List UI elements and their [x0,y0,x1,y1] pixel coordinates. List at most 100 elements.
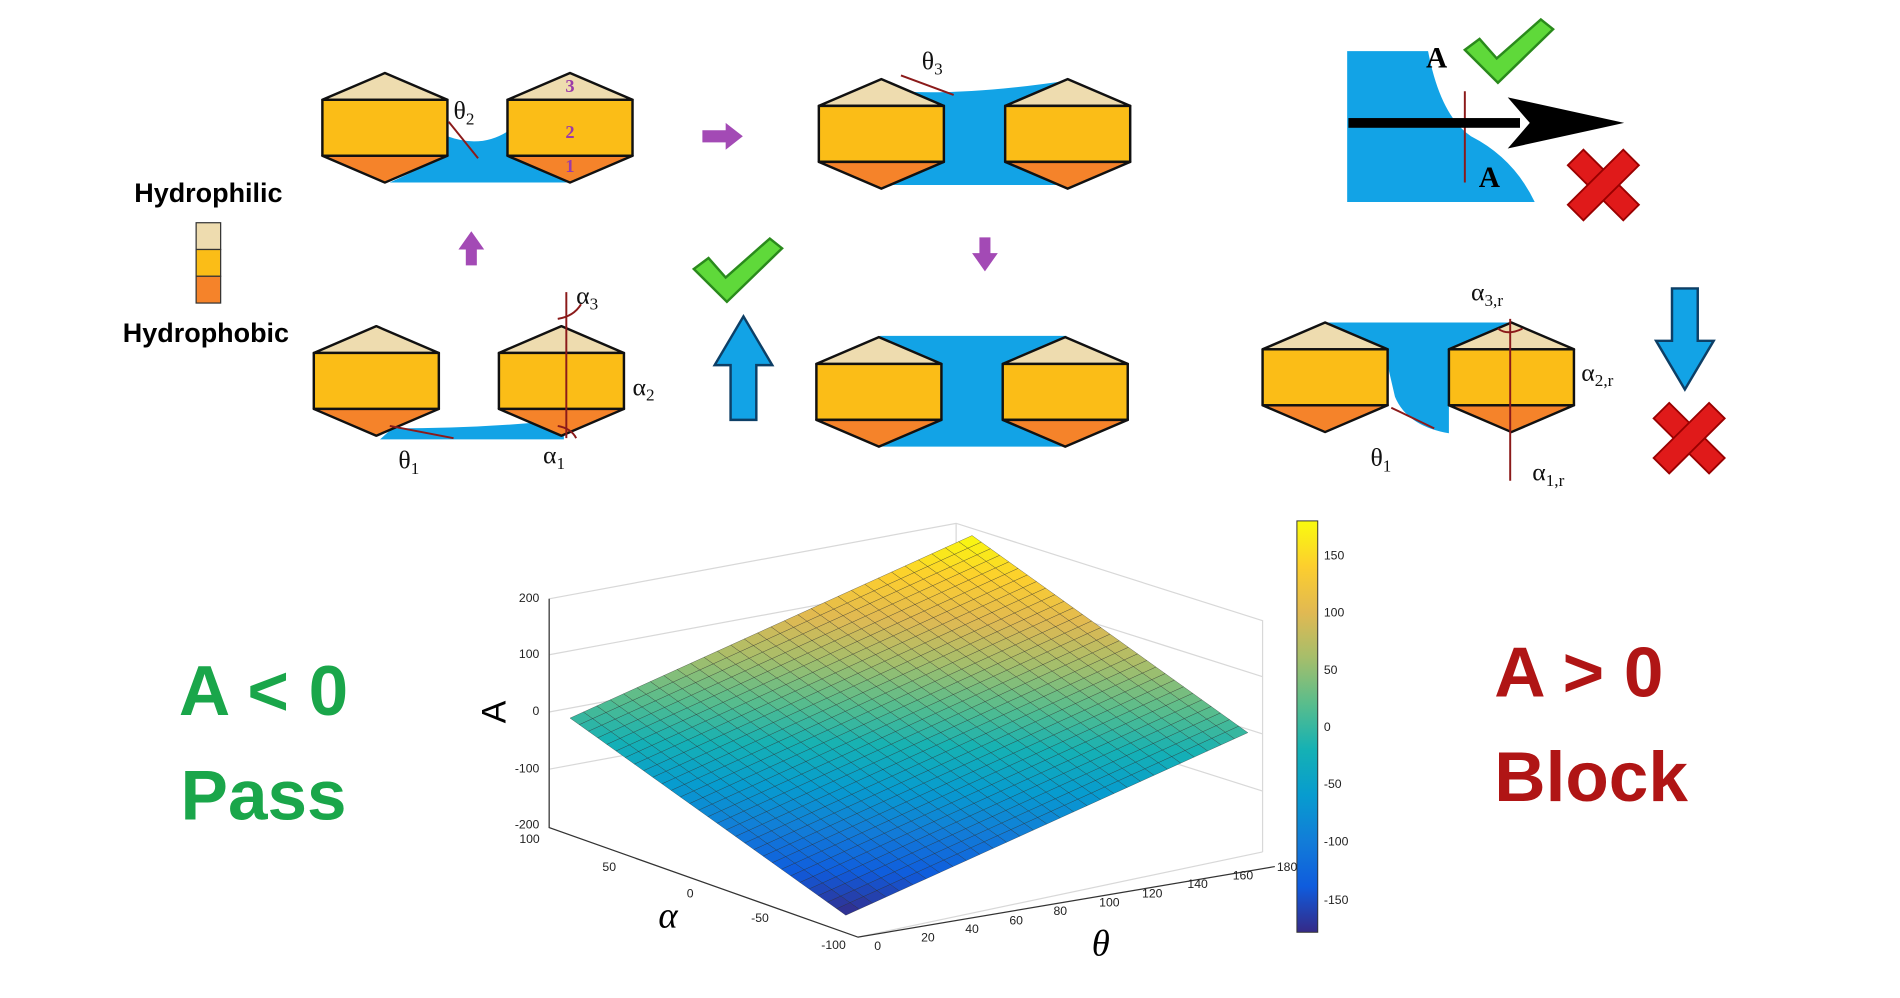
hydrophobic-cap [1261,404,1389,434]
angle-subscript: 1,r [1546,471,1565,490]
tick-label: 50 [602,860,616,874]
plot-pane-line [549,522,1264,852]
particle [817,77,946,190]
tick-label: 0 [687,887,694,901]
angle-label: α3,r [1471,277,1503,309]
tick-label: 0 [533,704,540,718]
angle-symbol: θ [454,96,466,125]
inset-arrow-shaft [1348,118,1520,128]
hydrophobic-cap [312,407,441,437]
plot-axis [548,598,1275,938]
middle-band [1001,362,1129,422]
hydrophilic-cap [312,324,441,355]
angle-symbol: α [1471,277,1484,306]
tick-label: 0 [874,939,881,953]
middle-band [817,104,946,164]
tick-label: 40 [965,922,979,936]
surface [569,535,1249,916]
angle-subscript: 1 [411,459,420,478]
tick-label: 80 [1054,904,1068,918]
tick-label: 140 [1187,877,1208,891]
tick-label: -50 [751,911,769,925]
legend-label: Hydrophilic [134,178,282,208]
hydrophobic-cap [497,407,626,437]
water [389,131,570,183]
angle-line [900,74,955,96]
angle-subscript: 3,r [1484,291,1503,310]
hydrophilic-cap [321,71,449,102]
angle-symbol: θ [922,46,934,75]
middle-band [1447,348,1576,407]
particle [1261,321,1389,434]
angle-symbol: θ [1370,443,1382,472]
cross-mark [1566,148,1641,222]
angle-subscript: 2,r [1595,371,1614,390]
particle [506,71,634,184]
legend-swatch [195,248,222,277]
particle [1003,77,1132,190]
tick-label: 20 [921,931,935,945]
angle-label: θ1 [398,445,419,477]
angle-subscript: 3 [934,60,943,79]
tick-label: -100 [821,938,846,952]
particle [1447,321,1576,434]
legend-label: Hydrophobic [123,318,289,348]
step-arrow [458,231,485,266]
hydrophobic-cap [1003,160,1132,190]
middle-band [312,351,441,411]
angle-label: θ3 [922,46,943,78]
tick-label: 120 [1142,887,1163,901]
inset-arrow-head [1507,97,1625,149]
water [380,419,564,440]
tick-label: -150 [1324,893,1349,907]
pass-inequality: A < 0 [179,652,348,731]
middle-band [321,98,449,158]
step-arrow [972,237,998,272]
legend-swatch [195,222,222,251]
angle-line [1390,406,1435,430]
cross-mark [1652,401,1726,475]
angle-line [1497,327,1523,334]
hydrophobic-cap [321,154,449,184]
inset-label: A [1426,43,1447,75]
cross-bar [1652,401,1726,475]
tick-label: 180 [1277,860,1298,874]
angle-label: α2 [633,372,655,404]
angle-symbol: α [543,441,556,470]
angle-line [557,425,578,439]
alpha-axis-label: α [658,894,678,935]
hydrophobic-cap [506,154,634,184]
angle-line [557,303,582,320]
angle-label: α1,r [1532,458,1564,490]
particle-number: 1 [565,156,574,176]
middle-band [497,351,626,411]
angle-label: α2,r [1581,358,1613,390]
angle-subscript: 2 [466,109,475,128]
tick-label: 100 [519,647,540,661]
particle [312,324,441,437]
particle-number: 3 [565,76,574,96]
tick-label: 60 [1009,914,1023,928]
tick-label: 100 [1324,606,1345,620]
particle [321,71,449,184]
angle-subscript: 1 [1383,456,1392,475]
angle-symbol: α [1532,458,1545,487]
particle [497,324,626,437]
pass-label: Pass [181,757,347,836]
step-arrow [702,122,743,150]
particle [1001,335,1129,448]
angle-label: θ1 [1370,443,1391,475]
legend-swatch [195,275,222,304]
tick-label: 150 [1324,548,1345,562]
tick-label: 0 [1324,720,1331,734]
block-label: Block [1494,738,1688,817]
inset-label: A [1479,162,1500,194]
tick-label: -50 [1324,777,1342,791]
surface-patch [958,535,982,549]
cross-bar [1566,148,1641,222]
angle-label: α1 [543,441,565,473]
hydrophobic-cap [1001,418,1129,448]
angle-symbol: α [633,372,646,401]
